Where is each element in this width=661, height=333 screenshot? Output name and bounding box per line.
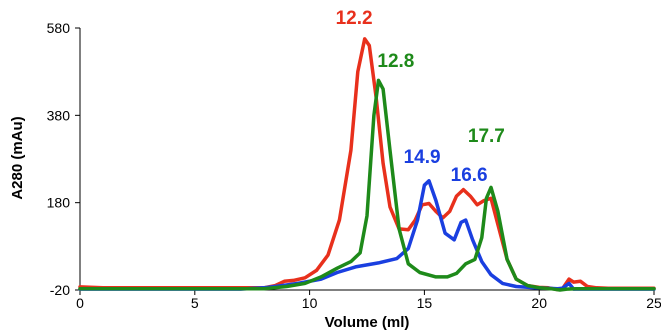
peak-label: 17.7: [468, 126, 505, 147]
y-tick-label: -20: [50, 282, 70, 298]
y-tick-label: 180: [47, 195, 71, 211]
peak-annotations: 12.2 12.8 14.9 16.6 17.7: [336, 8, 505, 186]
series-line-1: [78, 37, 656, 292]
x-tick-label: 10: [302, 295, 318, 311]
plot-area: -20 180 380 580 0 5 10 15 20 25 12.2 12.8 14.9 16.6…: [47, 8, 661, 311]
x-tick-label: 5: [191, 295, 199, 311]
peak-label: 12.8: [377, 51, 414, 72]
x-axis-ticks: 0 5 10 15 20 25: [76, 290, 661, 311]
x-tick-label: 15: [417, 295, 433, 311]
y-axis-ticks: -20 180 380 580: [47, 20, 80, 298]
peak-label: 14.9: [404, 147, 441, 168]
y-tick-label: 380: [47, 107, 71, 123]
y-axis-title: A280 (mAu): [9, 116, 26, 199]
peak-label: 12.2: [336, 8, 373, 29]
peak-label: 16.6: [451, 165, 488, 186]
x-axis-title: Volume (ml): [325, 314, 410, 331]
series-group: [78, 37, 656, 292]
x-tick-label: 25: [646, 295, 661, 311]
y-tick-label: 580: [47, 20, 71, 36]
x-tick-label: 20: [531, 295, 547, 311]
x-tick-label: 0: [76, 295, 84, 311]
series-line-3: [78, 78, 656, 292]
